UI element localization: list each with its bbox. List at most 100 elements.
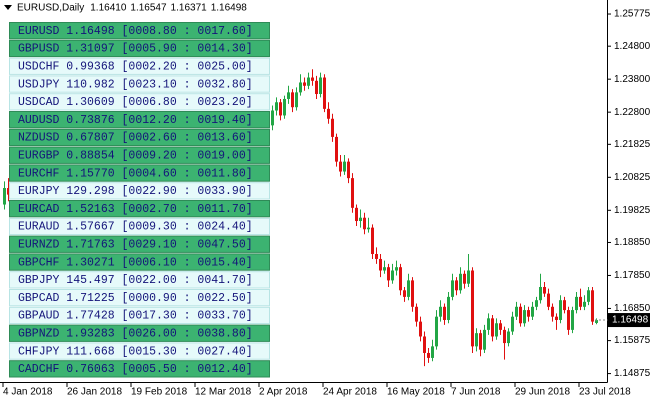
panel-row <box>9 146 270 164</box>
candle-body <box>307 77 310 86</box>
ohlc-label: 1.16498 <box>211 3 248 14</box>
candle-body <box>279 102 282 116</box>
candle-body <box>459 273 462 291</box>
candle-body <box>463 273 466 284</box>
panel-row <box>9 39 270 58</box>
candle-body <box>283 98 286 116</box>
candle-body <box>435 316 438 347</box>
panel-row-text: GBPUSD 1.31097 [0005.90 : 0014.30] <box>18 43 253 56</box>
candle-body <box>415 306 418 322</box>
ohlc-label: 1.16547 <box>130 3 167 14</box>
x-tick-label: 4 Jan 2018 <box>3 387 53 398</box>
y-tick-label: 1.25775 <box>614 9 650 20</box>
candle-body <box>311 77 314 81</box>
y-tick-label: 1.16850 <box>614 303 650 314</box>
y-tick-label: 1.24800 <box>614 41 650 52</box>
candle-body <box>327 108 330 119</box>
ohlc-label: 1.16410 <box>90 3 127 14</box>
candle-body <box>295 92 298 108</box>
x-tick-label: 24 Apr 2018 <box>323 387 377 398</box>
y-tick-label: 1.23800 <box>614 74 650 85</box>
panel-row <box>9 200 270 218</box>
panel-row <box>9 271 270 289</box>
candle-body <box>291 92 294 108</box>
candle-body <box>555 316 558 320</box>
candle-body <box>319 77 322 95</box>
candle-body <box>379 258 382 271</box>
panel-row-text: GBPCHF 1.30271 [0006.10 : 0015.40] <box>18 256 253 269</box>
candle-body <box>399 267 402 291</box>
candle-body <box>519 306 522 324</box>
candle-body <box>407 280 410 297</box>
candle-body <box>539 286 542 301</box>
panel-row <box>9 289 270 307</box>
candle-body <box>359 217 362 222</box>
candle-body <box>335 136 338 162</box>
y-tick-label: 1.15875 <box>614 335 650 346</box>
y-tick-label: 1.20825 <box>614 172 650 183</box>
y-tick-label: 1.14875 <box>614 368 650 379</box>
candle-body <box>7 188 10 195</box>
header-icon <box>4 5 12 10</box>
candle-body <box>371 227 374 255</box>
panel-row <box>9 111 270 129</box>
candle-body <box>439 306 442 317</box>
panel-row-text: AUDUSD 0.73876 [0012.20 : 0019.40] <box>18 114 253 127</box>
panel-row <box>9 324 270 342</box>
panel-row-text: GBPJPY 145.497 [0022.00 : 0041.70] <box>18 274 253 287</box>
panel-row-text: EURNZD 1.71763 [0029.10 : 0047.50] <box>18 239 253 252</box>
candle-body <box>419 321 422 337</box>
panel-row-text: EURCHF 1.15770 [0004.60 : 0011.80] <box>18 167 253 180</box>
panel-row-text: EURGBP 0.88854 [0009.20 : 0019.00] <box>18 150 253 163</box>
candle-body <box>503 329 506 344</box>
y-tick-label: 1.17850 <box>614 270 650 281</box>
candle-body <box>367 227 370 230</box>
panel-row <box>9 57 270 75</box>
candle-body <box>567 310 570 330</box>
candle-body <box>535 300 538 307</box>
candle-body <box>483 329 486 350</box>
candle-body <box>383 267 386 271</box>
candle-body <box>375 254 378 259</box>
candle-body <box>3 188 6 205</box>
chart-header: EURUSD,Daily 1.16410 1.16547 1.16371 1.1649… <box>4 3 247 14</box>
candle-body <box>343 161 346 172</box>
panel-row <box>9 217 270 236</box>
candle-body <box>547 293 550 307</box>
candle-body <box>579 296 582 307</box>
candle-body <box>563 300 566 311</box>
candle-body <box>479 333 482 350</box>
x-tick-label: 12 Mar 2018 <box>195 387 252 398</box>
panel-row-text: EURAUD 1.57667 [0009.30 : 0024.40] <box>18 221 253 234</box>
candle-body <box>543 286 546 294</box>
panel-row-text: EURJPY 129.298 [0022.90 : 0033.90] <box>18 185 253 198</box>
y-tick-label: 1.19825 <box>614 205 650 216</box>
candle-body <box>527 310 530 317</box>
candle-body <box>491 318 494 337</box>
candle-body <box>447 296 450 320</box>
candle-body <box>575 296 578 311</box>
candle-body <box>331 118 334 137</box>
candle-body <box>523 310 526 324</box>
plot-area <box>3 69 598 367</box>
panel-row-text: GBPNZD 1.93283 [0026.00 : 0038.80] <box>18 328 253 341</box>
y-tick-label: 1.21825 <box>614 139 650 150</box>
candle-body <box>455 280 458 291</box>
chart-title: EURUSD,Daily <box>17 3 84 14</box>
candle-body <box>395 267 398 271</box>
candle-body <box>443 306 446 320</box>
candle-body <box>347 161 350 179</box>
candle-body <box>511 316 514 332</box>
panel-row-text: GBPAUD 1.77428 [0017.30 : 0033.70] <box>18 310 253 323</box>
x-tick-label: 29 Jun 2018 <box>515 387 570 398</box>
x-tick-label: 26 Jan 2018 <box>67 387 122 398</box>
candle-body <box>551 306 554 317</box>
candle-body <box>471 270 474 347</box>
panel-row-text: NZDUSD 0.67807 [0002.60 : 0013.60] <box>18 132 253 145</box>
candle-body <box>587 290 590 302</box>
panel-row-text: USDCHF 0.99368 [0002.20 : 0025.00] <box>18 61 253 74</box>
last-price-label: 1.16498 <box>612 315 649 326</box>
ohlc-label: 1.16371 <box>171 3 208 14</box>
last-price-tag <box>608 313 650 328</box>
candle-body <box>487 318 490 330</box>
